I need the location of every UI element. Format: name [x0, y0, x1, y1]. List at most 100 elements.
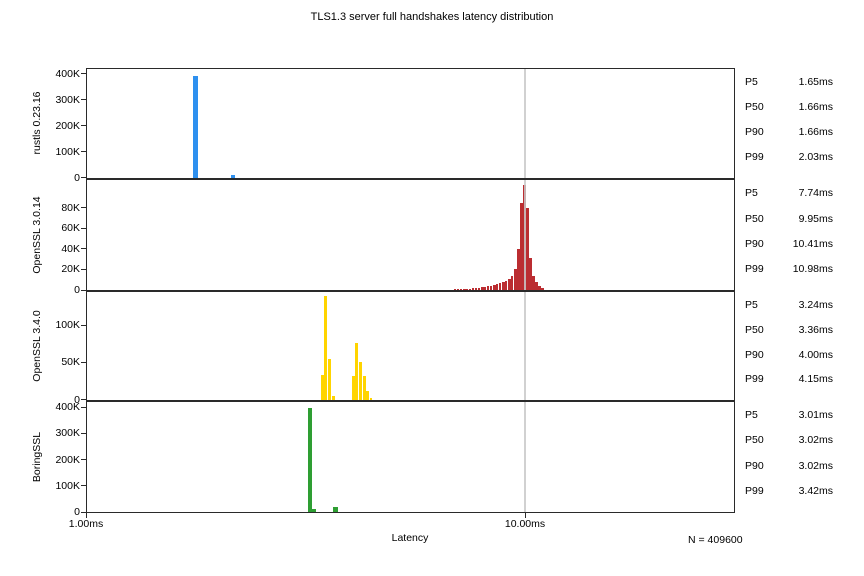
percentile-label: P99: [745, 373, 764, 386]
histogram-panel-openssl-3-0-14: [86, 178, 735, 291]
percentile-value: 3.42ms: [798, 485, 833, 498]
histogram-bar: [366, 391, 370, 400]
y-axis-tick-mark: [81, 73, 86, 75]
histogram-panel-openssl-3-4-0: [86, 291, 735, 401]
x-axis-tick-label: 10.00ms: [504, 518, 546, 530]
histogram-bar: [333, 507, 339, 512]
histogram-bar: [480, 287, 484, 290]
histogram-bar: [308, 408, 312, 512]
histogram-bar: [324, 295, 328, 400]
histogram-bar: [456, 289, 460, 290]
y-axis-tick-label: 100K: [55, 319, 80, 332]
percentile-label: P5: [745, 76, 758, 89]
percentile-value: 4.00ms: [798, 348, 833, 361]
y-axis-tick-label: 0: [74, 171, 80, 184]
y-axis-tick-label: 0: [74, 506, 80, 518]
percentile-label: P50: [745, 212, 764, 225]
percentile-label: P99: [745, 485, 764, 498]
histogram-bar: [520, 203, 523, 290]
histogram-bar: [193, 76, 199, 178]
y-axis-tick-label: 80K: [61, 201, 80, 214]
histogram-bar: [525, 207, 529, 290]
row-label-openssl-3-4-0: OpenSSL 3.4.0: [31, 310, 43, 382]
y-axis-tick-mark: [81, 125, 86, 127]
histogram-bar: [362, 375, 366, 400]
percentile-value: 2.03ms: [798, 151, 833, 164]
histogram-bar: [462, 289, 466, 290]
histogram-bar: [230, 175, 235, 178]
histogram-panel-rustls-0-23-16: [86, 68, 735, 179]
percentile-label: P90: [745, 237, 764, 250]
percentile-label: P5: [745, 299, 758, 312]
y-axis-tick-mark: [81, 268, 86, 270]
percentile-value: 9.95ms: [798, 212, 833, 225]
percentile-value: 3.01ms: [798, 409, 833, 422]
y-axis-tick-mark: [81, 177, 86, 179]
y-axis-tick-mark: [81, 399, 86, 400]
y-axis-tick-label: 100K: [55, 145, 80, 158]
percentile-value: 10.41ms: [792, 237, 833, 250]
percentile-value: 3.02ms: [798, 434, 833, 447]
histogram-bar: [498, 283, 502, 290]
histogram-bar: [522, 184, 526, 290]
histogram-bar: [351, 375, 355, 400]
y-axis-tick-label: 0: [74, 284, 80, 296]
histogram-bar: [468, 288, 472, 290]
percentile-label: P50: [745, 101, 764, 114]
y-axis-tick-label: 20K: [61, 263, 80, 276]
percentile-label: P90: [745, 126, 764, 139]
histogram-bar: [471, 288, 475, 290]
histogram-bar: [504, 280, 508, 290]
histogram-bar: [508, 278, 511, 290]
gridline-10ms: [524, 401, 526, 512]
histogram-bar: [532, 275, 535, 290]
y-axis-tick-label: 200K: [55, 119, 80, 132]
percentile-value: 3.36ms: [798, 323, 833, 336]
y-axis-tick-label: 100K: [55, 479, 80, 492]
histogram-bar: [516, 248, 520, 290]
y-axis-tick-label: 400K: [55, 401, 80, 414]
histogram-bar: [513, 269, 517, 290]
percentile-label: P90: [745, 348, 764, 361]
y-axis-tick-mark: [81, 485, 86, 487]
histogram-bar: [495, 284, 499, 290]
percentile-label: P99: [745, 151, 764, 164]
percentile-value: 7.74ms: [798, 187, 833, 200]
y-axis-tick-mark: [81, 151, 86, 153]
y-axis-tick-mark: [81, 406, 86, 408]
y-axis-tick-mark: [81, 227, 86, 229]
x-axis-title: Latency: [391, 532, 429, 544]
gridline-10ms: [524, 179, 526, 290]
percentile-label: P50: [745, 434, 764, 447]
histogram-bar: [453, 289, 457, 290]
histogram-bar: [483, 287, 487, 290]
y-axis-tick-label: 200K: [55, 453, 80, 466]
histogram-bar: [477, 287, 481, 290]
y-axis-tick-mark: [81, 511, 86, 513]
percentile-label: P90: [745, 459, 764, 472]
histogram-bar: [528, 258, 532, 290]
histogram-bar: [459, 289, 463, 290]
histogram-bar: [465, 288, 469, 290]
histogram-bar: [320, 375, 324, 400]
percentile-value: 10.98ms: [792, 263, 833, 276]
sample-count: N = 409600: [688, 534, 743, 546]
row-label-rustls-0-23-16: rustls 0.23.16: [31, 91, 43, 155]
percentile-value: 1.65ms: [798, 76, 833, 89]
percentile-value: 1.66ms: [798, 101, 833, 114]
y-axis-tick-mark: [81, 99, 86, 101]
y-axis-tick-label: 50K: [61, 356, 80, 369]
y-axis-tick-mark: [81, 459, 86, 461]
histogram-bar: [312, 509, 316, 512]
y-axis-tick-mark: [81, 248, 86, 250]
y-axis-tick-mark: [81, 289, 86, 291]
histogram-bar: [534, 281, 538, 290]
percentile-label: P5: [745, 409, 758, 422]
histogram-bar: [328, 358, 332, 400]
percentile-value: 3.24ms: [798, 299, 833, 312]
histogram-bar: [474, 288, 478, 290]
histogram-bar: [538, 285, 541, 290]
histogram-bar: [358, 361, 362, 400]
y-axis-tick-mark: [81, 361, 86, 363]
